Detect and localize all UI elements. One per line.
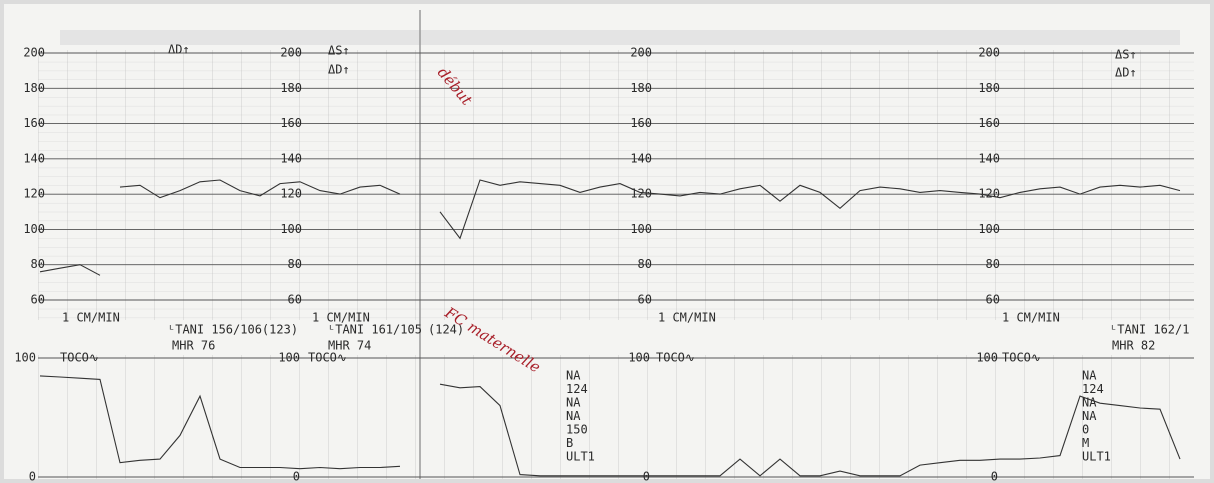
y-tick-label: 180 [630,81,652,95]
trace [39,264,101,276]
y-tick-label: 100 [978,222,1000,236]
annotation: ᴸTANI 161/105 [328,323,422,337]
y-tick-label: 60 [638,293,652,307]
y-tick-label: 140 [23,151,45,165]
y-tick-label: 100 [14,351,36,365]
annotation: ΔS↑ [1115,48,1137,62]
y-tick-label: 120 [280,187,302,201]
status-text: 150 [566,423,588,437]
status-text: B [566,436,573,450]
toco-label: TOCO∿ [656,351,695,365]
y-tick-label: 0 [991,470,998,483]
y-tick-label: 0 [29,470,36,483]
status-text: NA [1082,369,1097,383]
y-tick-label: 80 [31,257,45,271]
y-tick-label: 200 [23,46,45,60]
y-tick-label: 80 [288,257,302,271]
y-tick-label: 80 [638,257,652,271]
annotation: ᴸTANI 162/1 [1110,323,1189,337]
y-tick-label: 60 [288,293,302,307]
annotation: 1 CM/MIN [1002,311,1060,325]
trace [39,375,1181,477]
annotation: ΔD↑ [168,43,190,57]
toco-vertical-grid [38,355,1194,479]
status-text: NA [566,369,581,383]
annotation: ΔD↑ [1115,66,1137,80]
status-text: ULT1 [566,450,595,464]
y-tick-label: 180 [23,81,45,95]
y-tick-label: 100 [23,222,45,236]
y-tick-label: 100 [278,351,300,365]
annotation: MHR 74 [328,339,371,353]
y-tick-label: 200 [630,46,652,60]
annotation: (124) [428,323,464,337]
status-text: 124 [566,382,588,396]
status-text: 124 [1082,382,1104,396]
annotation: MHR 76 [172,339,215,353]
y-tick-label: 160 [23,116,45,130]
top-band [60,30,1180,45]
status-text: NA [1082,409,1097,423]
annotation: ᴸTANI 156/106(123) [168,323,298,337]
toco-label: TOCO∿ [1002,351,1041,365]
y-tick-label: 140 [630,151,652,165]
y-tick-label: 160 [978,116,1000,130]
y-tick-label: 60 [31,293,45,307]
y-tick-label: 120 [23,187,45,201]
y-tick-label: 160 [630,116,652,130]
y-tick-label: 100 [628,351,650,365]
y-tick-label: 100 [630,222,652,236]
toco-label: TOCO∿ [308,351,347,365]
annotation: ΔS↑ [328,44,350,58]
status-text: NA [1082,396,1097,410]
y-tick-label: 120 [978,187,1000,201]
y-tick-label: 100 [280,222,302,236]
y-tick-label: 200 [978,46,1000,60]
y-tick-label: 160 [280,116,302,130]
status-text: 0 [1082,423,1089,437]
y-tick-label: 140 [280,151,302,165]
annotation: 1 CM/MIN [658,311,716,325]
toco-label: TOCO∿ [60,351,99,365]
y-tick-label: 140 [978,151,1000,165]
y-tick-label: 0 [293,470,300,483]
trace [119,179,1181,240]
fhr-vertical-grid [38,50,1194,320]
status-text: M [1082,436,1089,450]
y-tick-label: 200 [280,46,302,60]
status-text: ULT1 [1082,450,1111,464]
y-tick-label: 80 [986,257,1000,271]
y-tick-label: 100 [976,351,998,365]
annotation: 1 CM/MIN [62,311,120,325]
annotation: ΔD↑ [328,63,350,77]
y-tick-label: 180 [978,81,1000,95]
y-tick-label: 180 [280,81,302,95]
y-tick-label: 60 [986,293,1000,307]
annotation: MHR 82 [1112,339,1155,353]
annotation: 1 CM/MIN [312,311,370,325]
status-text: NA [566,409,581,423]
status-text: NA [566,396,581,410]
